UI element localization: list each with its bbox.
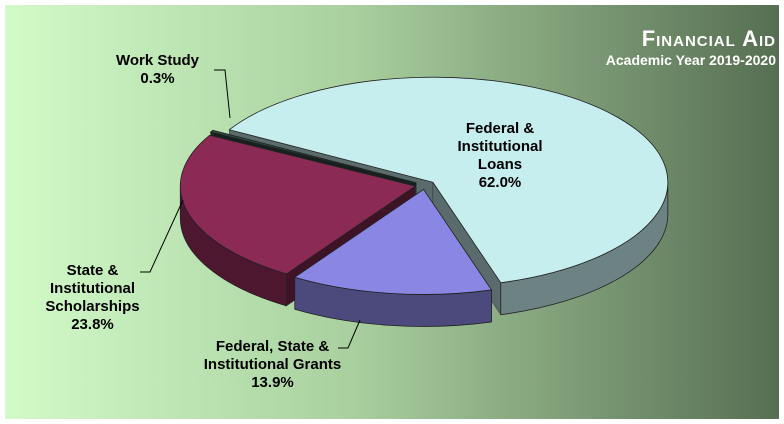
pie (179, 76, 669, 327)
slice (179, 134, 417, 275)
leaders (140, 69, 361, 349)
chart-subtitle: Academic Year 2019-2020 (605, 52, 776, 68)
value-label: 23.8% (71, 316, 114, 333)
category-label: State & Institutional Scholarships (45, 262, 140, 315)
leader-line (140, 199, 184, 273)
slice (228, 76, 669, 284)
slice (293, 188, 493, 295)
chart-title: Financial Aid (641, 26, 776, 51)
slice-label: State & Institutional Scholarships 23.8% (30, 262, 155, 334)
leader-line (338, 319, 361, 349)
category-label: Federal, State & Institutional Grants (203, 338, 342, 373)
value-label: 13.9% (251, 374, 294, 391)
slice-label: Work Study 0.3% (100, 52, 215, 88)
slice (209, 129, 417, 184)
slice-label: Federal & Institutional Loans 62.0% (440, 120, 560, 192)
value-label: 62.0% (478, 174, 522, 191)
value-label: 0.3% (140, 70, 175, 87)
category-label: Work Study (115, 52, 200, 69)
leader-line (214, 69, 231, 119)
slice-label: Federal, State & Institutional Grants 13… (190, 338, 355, 392)
category-label: Federal & Institutional Loans (457, 120, 543, 173)
